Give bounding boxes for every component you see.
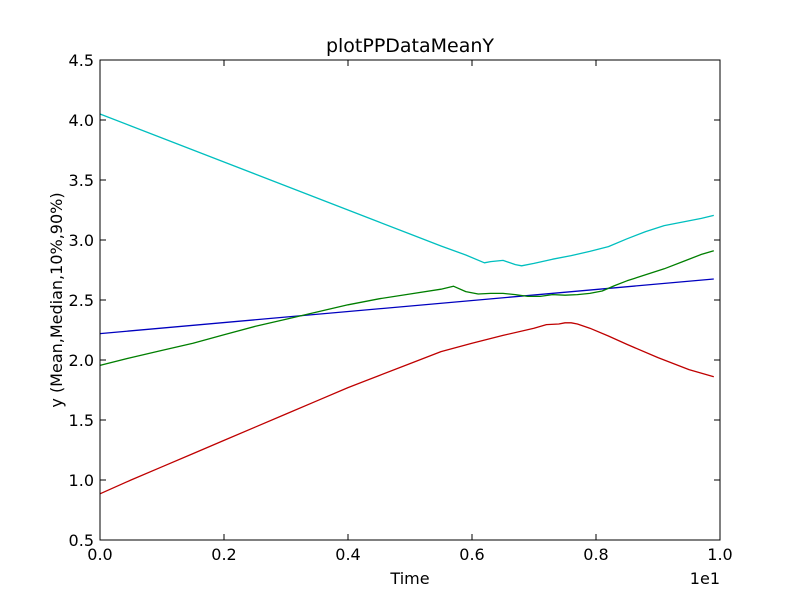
y-tick-label: 2.0	[69, 351, 94, 370]
plot-area	[100, 60, 720, 540]
x-axis-offset-label: 1e1	[690, 569, 720, 588]
x-tick-label: 0.8	[583, 545, 608, 564]
y-tick-label: 0.5	[69, 531, 94, 550]
series-group	[99, 113, 714, 495]
series-line-1	[99, 250, 714, 367]
series-line-0	[99, 278, 714, 335]
y-tick-label: 1.5	[69, 411, 94, 430]
series-line-3	[99, 113, 714, 267]
x-tick-label: 0.0	[87, 545, 112, 564]
y-tick-label: 3.0	[69, 231, 94, 250]
x-tick-label: 0.6	[459, 545, 484, 564]
y-axis-label: y (Mean,Median,10%,90%)	[47, 192, 66, 407]
y-tick-label: 4.0	[69, 111, 94, 130]
plot-frame	[99, 59, 721, 541]
x-tick-label: 0.2	[211, 545, 236, 564]
y-tick-label: 1.0	[69, 471, 94, 490]
y-tick-label: 4.5	[69, 51, 94, 70]
series-line-2	[99, 322, 714, 495]
x-tick-label: 1.0	[707, 545, 732, 564]
x-axis-label: Time	[389, 569, 429, 588]
y-tick-label: 3.5	[69, 171, 94, 190]
x-tick-label: 0.4	[335, 545, 360, 564]
tick-group: 0.0 0.2 0.4 0.6 0.8 1.0 0.5 1.0 1.5 2.0 2.5 3.0 3.5 4…	[69, 51, 733, 564]
y-tick-label: 2.5	[69, 291, 94, 310]
chart-title: plotPPDataMeanY	[326, 35, 494, 57]
